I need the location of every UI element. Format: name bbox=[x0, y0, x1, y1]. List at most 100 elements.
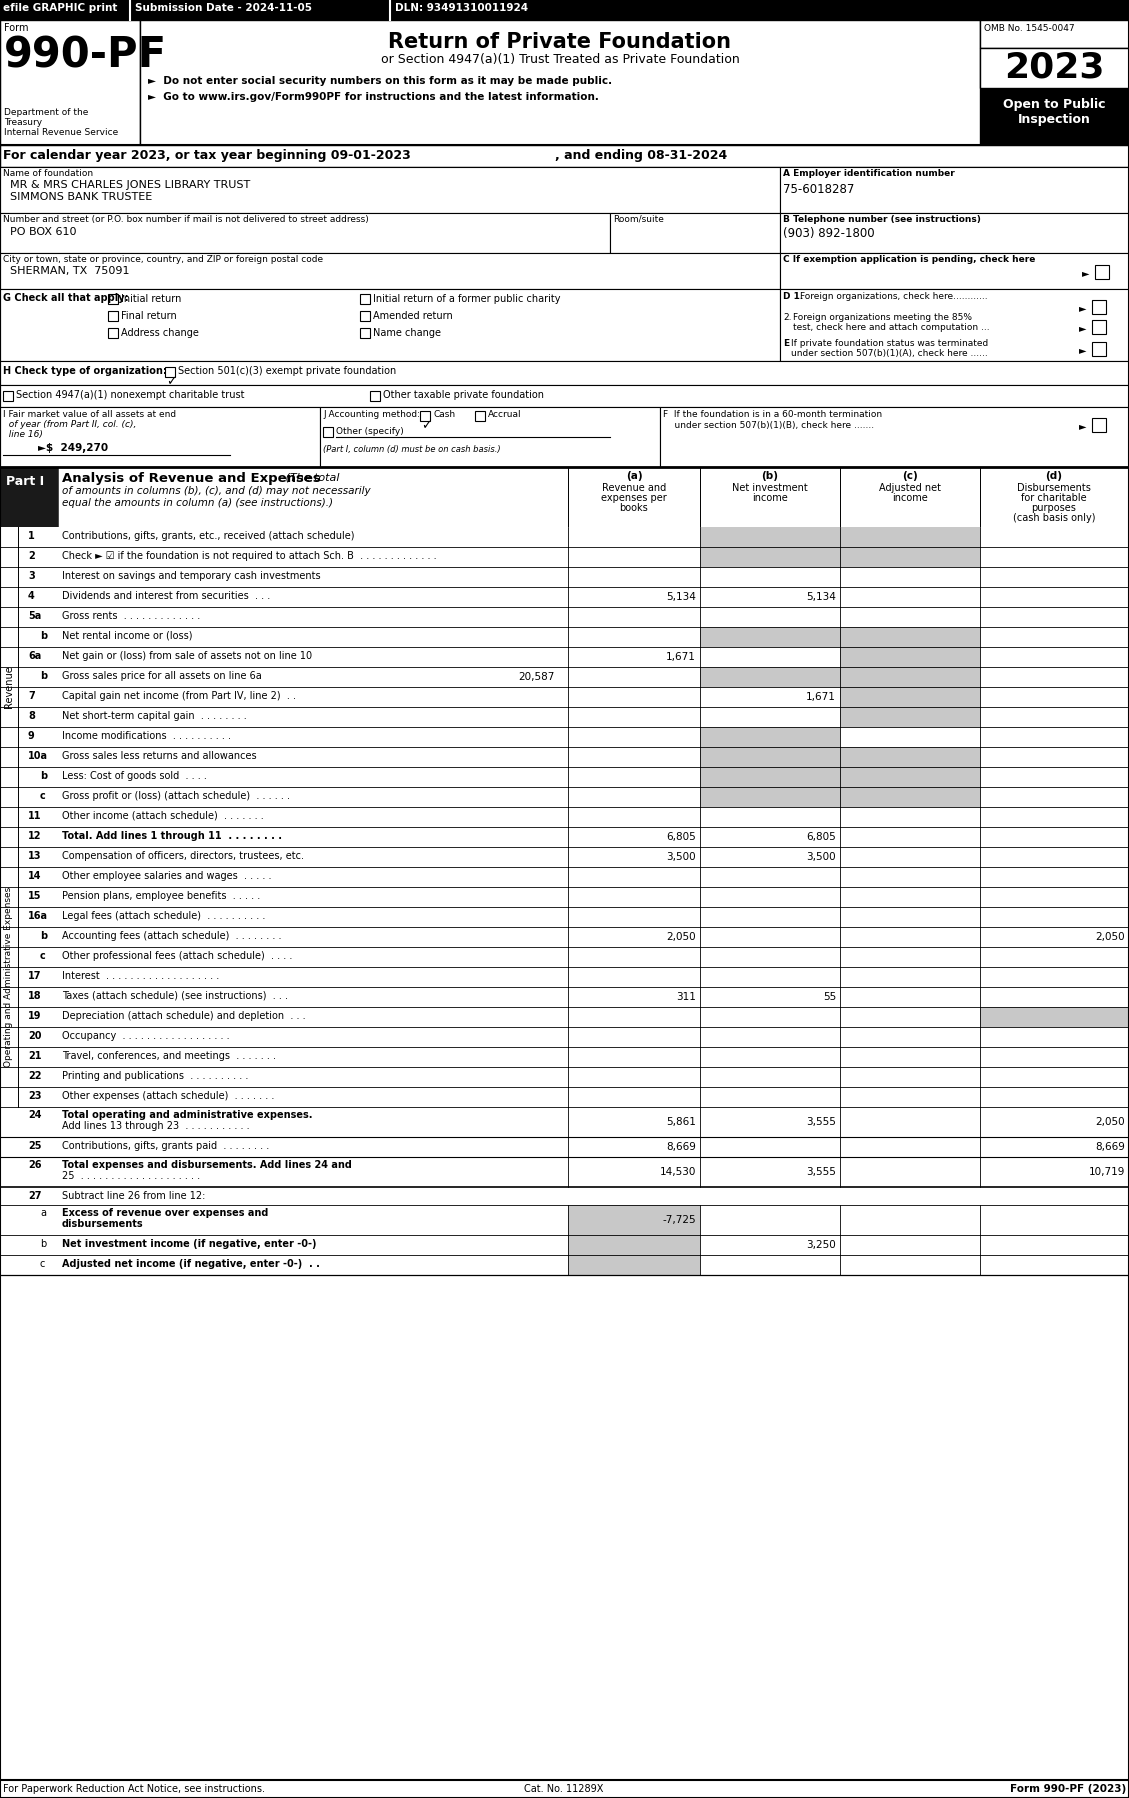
Bar bbox=[0, 1156, 1129, 1187]
Text: Interest on savings and temporary cash investments: Interest on savings and temporary cash i… bbox=[62, 572, 321, 581]
Text: H Check type of organization:: H Check type of organization: bbox=[3, 367, 167, 376]
Text: 8,669: 8,669 bbox=[666, 1142, 695, 1153]
Text: 10,719: 10,719 bbox=[1088, 1167, 1124, 1178]
Text: under section 507(b)(1)(A), check here ......: under section 507(b)(1)(A), check here .… bbox=[791, 349, 988, 358]
Bar bbox=[840, 746, 980, 768]
Text: (b): (b) bbox=[761, 471, 779, 482]
Bar bbox=[0, 1136, 1129, 1156]
Text: For Paperwork Reduction Act Notice, see instructions.: For Paperwork Reduction Act Notice, see … bbox=[3, 1784, 265, 1794]
Bar bbox=[0, 847, 1129, 867]
Bar bbox=[700, 788, 840, 807]
Text: 8,669: 8,669 bbox=[1095, 1142, 1124, 1153]
Text: 9: 9 bbox=[28, 732, 35, 741]
Text: income: income bbox=[892, 493, 928, 503]
Text: (The total: (The total bbox=[282, 473, 340, 482]
Text: a: a bbox=[40, 1208, 46, 1217]
Text: 14,530: 14,530 bbox=[659, 1167, 695, 1178]
Bar bbox=[0, 586, 1129, 608]
Text: 3,500: 3,500 bbox=[666, 852, 695, 861]
Text: Name of foundation: Name of foundation bbox=[3, 169, 93, 178]
Text: Revenue: Revenue bbox=[5, 665, 14, 708]
Text: Subtract line 26 from line 12:: Subtract line 26 from line 12: bbox=[62, 1190, 205, 1201]
Bar bbox=[0, 1088, 1129, 1108]
Text: OMB No. 1545-0047: OMB No. 1545-0047 bbox=[984, 23, 1075, 32]
Text: 4: 4 bbox=[28, 592, 35, 601]
Text: 14: 14 bbox=[28, 870, 42, 881]
Text: 22: 22 bbox=[28, 1072, 42, 1081]
Text: 2023: 2023 bbox=[1004, 50, 1104, 85]
Text: Total expenses and disbursements. Add lines 24 and: Total expenses and disbursements. Add li… bbox=[62, 1160, 352, 1170]
Text: , and ending 08-31-2024: , and ending 08-31-2024 bbox=[555, 149, 727, 162]
Bar bbox=[780, 254, 1129, 289]
Bar bbox=[0, 254, 780, 289]
Text: Open to Public
Inspection: Open to Public Inspection bbox=[1003, 99, 1105, 126]
Text: Taxes (attach schedule) (see instructions)  . . .: Taxes (attach schedule) (see instruction… bbox=[62, 991, 288, 1001]
Text: disbursements: disbursements bbox=[62, 1219, 143, 1230]
Text: Income modifications  . . . . . . . . . .: Income modifications . . . . . . . . . . bbox=[62, 732, 231, 741]
Text: Section 501(c)(3) exempt private foundation: Section 501(c)(3) exempt private foundat… bbox=[178, 367, 396, 376]
Text: 3,250: 3,250 bbox=[806, 1241, 835, 1250]
Text: 2: 2 bbox=[28, 550, 35, 561]
Text: Other income (attach schedule)  . . . . . . .: Other income (attach schedule) . . . . .… bbox=[62, 811, 264, 822]
Bar bbox=[840, 628, 980, 647]
Bar bbox=[475, 412, 485, 421]
Text: Other employee salaries and wages  . . . . .: Other employee salaries and wages . . . … bbox=[62, 870, 271, 881]
Text: PO BOX 610: PO BOX 610 bbox=[10, 227, 77, 237]
Text: Net short-term capital gain  . . . . . . . .: Net short-term capital gain . . . . . . … bbox=[62, 710, 247, 721]
Bar bbox=[0, 1187, 1129, 1205]
Bar bbox=[0, 212, 610, 254]
Bar bbox=[0, 807, 1129, 827]
Bar bbox=[780, 212, 1129, 254]
Bar bbox=[700, 746, 840, 768]
Text: 16a: 16a bbox=[28, 912, 49, 921]
Text: C If exemption application is pending, check here: C If exemption application is pending, c… bbox=[784, 255, 1035, 264]
Text: Accounting fees (attach schedule)  . . . . . . . .: Accounting fees (attach schedule) . . . … bbox=[62, 931, 281, 940]
Bar bbox=[700, 667, 840, 687]
Text: (Part I, column (d) must be on cash basis.): (Part I, column (d) must be on cash basi… bbox=[323, 444, 500, 455]
Text: Section 4947(a)(1) nonexempt charitable trust: Section 4947(a)(1) nonexempt charitable … bbox=[16, 390, 245, 399]
Bar bbox=[780, 167, 1129, 212]
Text: F  If the foundation is in a 60-month termination: F If the foundation is in a 60-month ter… bbox=[663, 410, 882, 419]
Text: 2.: 2. bbox=[784, 313, 791, 322]
Text: Cash: Cash bbox=[434, 410, 455, 419]
Text: Analysis of Revenue and Expenses: Analysis of Revenue and Expenses bbox=[62, 473, 321, 485]
Text: 7: 7 bbox=[28, 690, 35, 701]
Bar bbox=[0, 667, 1129, 687]
Bar bbox=[660, 406, 1129, 467]
Text: b: b bbox=[40, 931, 47, 940]
Bar bbox=[58, 467, 568, 527]
Text: 1,671: 1,671 bbox=[666, 653, 695, 662]
Text: 25: 25 bbox=[28, 1142, 42, 1151]
Bar bbox=[568, 1255, 700, 1275]
Bar bbox=[0, 1108, 1129, 1136]
Bar bbox=[568, 1235, 700, 1255]
Bar bbox=[0, 1046, 1129, 1066]
Bar bbox=[0, 967, 1129, 987]
Bar bbox=[568, 1205, 700, 1235]
Text: ►  Go to www.irs.gov/Form990PF for instructions and the latest information.: ► Go to www.irs.gov/Form990PF for instru… bbox=[148, 92, 598, 102]
Bar bbox=[360, 327, 370, 338]
Text: b: b bbox=[40, 671, 47, 681]
Bar bbox=[700, 628, 840, 647]
Text: Total operating and administrative expenses.: Total operating and administrative expen… bbox=[62, 1109, 313, 1120]
Bar bbox=[1092, 342, 1106, 356]
Bar bbox=[0, 827, 1129, 847]
Bar bbox=[700, 726, 840, 746]
Text: (903) 892-1800: (903) 892-1800 bbox=[784, 227, 875, 239]
Text: I Fair market value of all assets at end: I Fair market value of all assets at end bbox=[3, 410, 176, 419]
Text: Gross profit or (loss) (attach schedule)  . . . . . .: Gross profit or (loss) (attach schedule)… bbox=[62, 791, 290, 800]
Bar bbox=[0, 707, 1129, 726]
Text: Travel, conferences, and meetings  . . . . . . .: Travel, conferences, and meetings . . . … bbox=[62, 1052, 275, 1061]
Text: Disbursements: Disbursements bbox=[1017, 484, 1091, 493]
Bar bbox=[0, 867, 1129, 886]
Bar bbox=[0, 628, 1129, 647]
Text: Amended return: Amended return bbox=[373, 311, 453, 322]
Text: 18: 18 bbox=[28, 991, 42, 1001]
Text: Net investment income (if negative, enter -0-): Net investment income (if negative, ente… bbox=[62, 1239, 316, 1250]
Text: ►: ► bbox=[1082, 268, 1089, 279]
Bar bbox=[360, 295, 370, 304]
Bar bbox=[0, 547, 1129, 566]
Bar bbox=[980, 20, 1129, 49]
Text: c: c bbox=[40, 1259, 45, 1269]
Bar bbox=[0, 768, 1129, 788]
